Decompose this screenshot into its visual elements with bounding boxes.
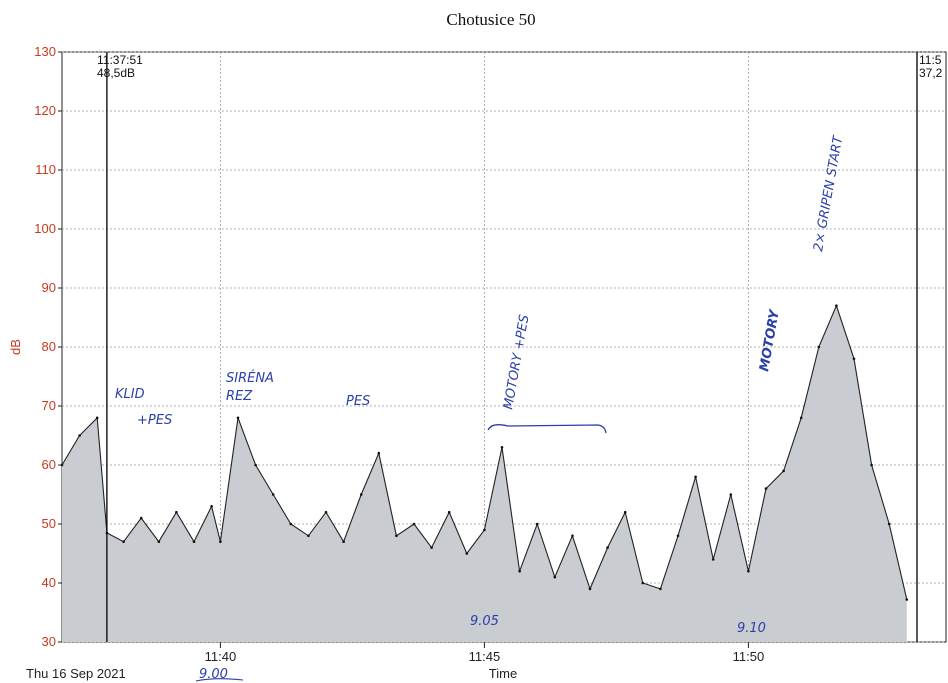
cursor-left-level: 48,5dB bbox=[97, 66, 135, 80]
y-tick-label: 90 bbox=[42, 280, 56, 295]
data-point bbox=[747, 569, 750, 573]
data-point bbox=[887, 522, 891, 526]
data-point bbox=[192, 540, 196, 543]
y-tick-label: 120 bbox=[34, 103, 56, 118]
data-point bbox=[729, 493, 733, 496]
chart-title: Chotusice 50 bbox=[446, 10, 535, 29]
y-axis-ticks: 130 120 110 100 90 80 70 60 50 40 30 bbox=[34, 44, 62, 649]
data-point bbox=[289, 522, 293, 526]
data-point bbox=[447, 510, 451, 514]
data-point bbox=[518, 569, 521, 573]
data-point bbox=[342, 540, 345, 543]
data-point bbox=[78, 434, 81, 437]
data-point bbox=[870, 463, 873, 467]
data-point bbox=[377, 451, 381, 455]
data-point bbox=[606, 546, 609, 549]
annotation-klid: KLID bbox=[115, 387, 145, 402]
data-point bbox=[694, 475, 697, 479]
data-point bbox=[395, 534, 398, 538]
data-point bbox=[254, 463, 257, 467]
y-axis-label: dB bbox=[8, 339, 23, 355]
data-point bbox=[210, 505, 213, 508]
data-point bbox=[852, 357, 856, 361]
y-tick-label: 80 bbox=[42, 339, 56, 354]
data-point bbox=[139, 516, 143, 520]
annotation-plus-pes: +PES bbox=[137, 413, 172, 428]
y-tick-label: 70 bbox=[42, 398, 56, 413]
x-tick-label: 11:50 bbox=[733, 649, 765, 664]
data-point bbox=[412, 522, 416, 526]
data-point bbox=[307, 534, 310, 538]
data-point bbox=[641, 581, 645, 585]
data-point bbox=[324, 510, 328, 514]
data-point bbox=[483, 528, 486, 532]
y-tick-label: 50 bbox=[42, 516, 56, 531]
data-point bbox=[553, 575, 557, 579]
y-tick-label: 60 bbox=[42, 457, 56, 472]
data-point bbox=[359, 493, 363, 496]
data-point bbox=[835, 304, 838, 308]
data-point bbox=[500, 446, 504, 449]
series-line bbox=[61, 304, 908, 600]
data-point bbox=[905, 598, 909, 601]
data-point bbox=[817, 345, 821, 349]
data-point bbox=[571, 534, 574, 538]
data-point bbox=[95, 416, 99, 420]
y-tick-label: 30 bbox=[42, 634, 56, 649]
x-tick-label: 11:40 bbox=[205, 649, 237, 664]
annotation-time-910: 9.10 bbox=[737, 621, 766, 636]
y-tick-label: 40 bbox=[42, 575, 56, 590]
date-label: Thu 16 Sep 2021 bbox=[26, 666, 126, 681]
data-point bbox=[676, 534, 680, 538]
data-point bbox=[799, 416, 803, 420]
area-layer bbox=[60, 304, 909, 642]
data-point bbox=[157, 540, 161, 543]
data-point bbox=[430, 546, 433, 549]
x-tick-label: 11:45 bbox=[469, 649, 501, 664]
data-point bbox=[236, 416, 240, 420]
annotation-underline-900 bbox=[195, 678, 244, 682]
data-point bbox=[465, 552, 469, 555]
data-point bbox=[711, 558, 715, 561]
cursor-right-level: 37,2 bbox=[919, 66, 943, 80]
data-point bbox=[271, 493, 275, 496]
y-tick-label: 100 bbox=[34, 221, 56, 236]
annotation-motory: MOTORY bbox=[757, 307, 783, 372]
data-point bbox=[623, 510, 627, 514]
annotation-pes: PES bbox=[346, 394, 370, 409]
annotation-rez: REZ bbox=[226, 389, 253, 404]
y-tick-label: 110 bbox=[35, 162, 56, 177]
data-point bbox=[588, 587, 592, 591]
data-point bbox=[659, 587, 662, 591]
y-tick-label: 130 bbox=[34, 44, 56, 59]
x-axis-label: Time bbox=[489, 666, 517, 681]
annotation-time-905: 9.05 bbox=[470, 614, 499, 629]
data-point bbox=[122, 540, 125, 543]
annotation-motory-pes: MOTORY +PES bbox=[501, 314, 532, 411]
annotation-gripen-start: 2× GRIPEN START bbox=[811, 134, 846, 253]
annotation-bracket bbox=[487, 424, 607, 434]
data-point bbox=[219, 540, 222, 543]
cursor-left-time: 11:37:51 bbox=[97, 53, 143, 67]
data-point bbox=[535, 522, 539, 526]
cursor-right-time: 11:5 bbox=[919, 53, 942, 67]
x-axis-ticks: 11:40 11:45 11:50 bbox=[205, 642, 765, 664]
data-point bbox=[175, 510, 178, 514]
area-fill bbox=[62, 305, 907, 642]
data-point bbox=[764, 487, 768, 490]
data-point bbox=[782, 469, 785, 473]
cursors bbox=[106, 52, 918, 642]
annotation-sirena: SIRÉNA bbox=[226, 370, 274, 386]
